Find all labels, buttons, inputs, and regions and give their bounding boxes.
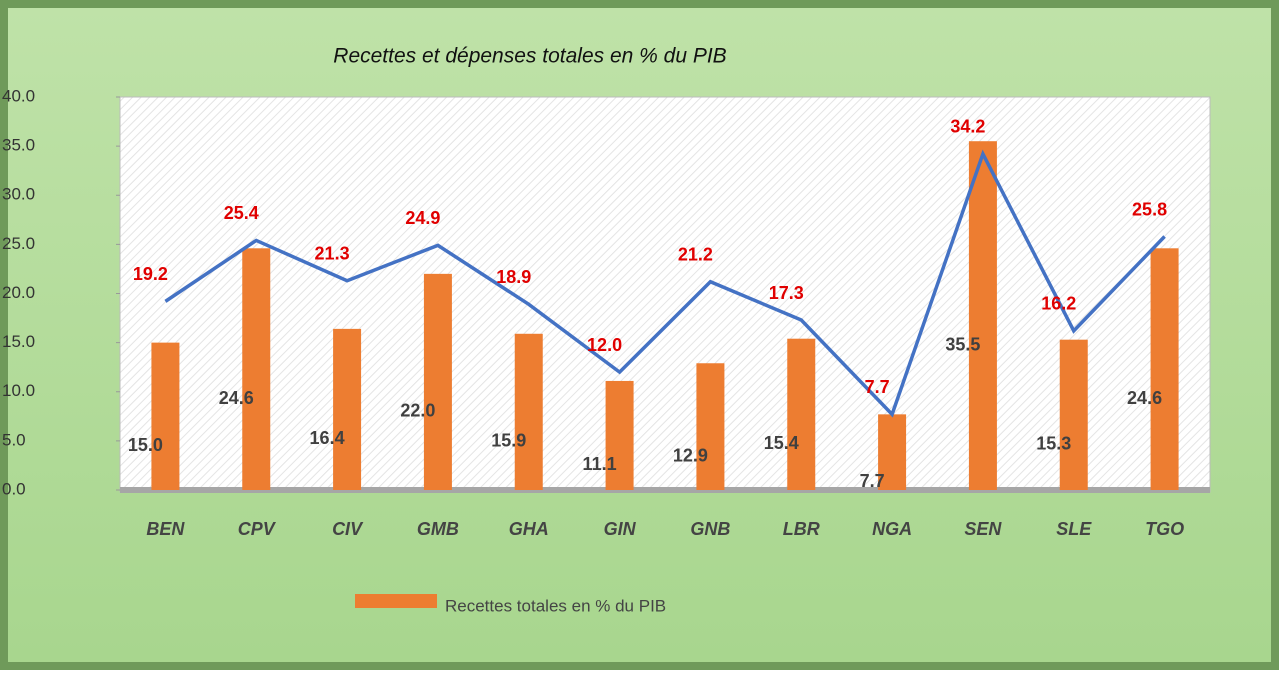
plot-area: [119, 96, 1211, 493]
bar: [968, 141, 997, 490]
legend-label: Recettes totales en % du PIB: [445, 596, 666, 615]
bar-value-label: 35.5: [945, 334, 980, 354]
floor: [120, 487, 1210, 493]
bar-value-label: 15.0: [128, 435, 163, 455]
y-tick-label: 40.0: [2, 86, 35, 105]
line-value-label: 16.2: [1041, 294, 1076, 314]
y-tick-label: 10.0: [2, 381, 35, 400]
line-value-label: 7.7: [865, 377, 890, 397]
bar-value-label: 12.9: [673, 445, 708, 465]
x-tick-label: NGA: [872, 519, 912, 539]
bar: [1150, 248, 1179, 490]
bar: [333, 328, 362, 490]
bar: [151, 342, 180, 490]
line-value-label: 21.2: [678, 244, 713, 264]
bar-value-label: 15.3: [1036, 434, 1071, 454]
bar-value-label: 22.0: [400, 401, 435, 421]
line-value-label: 21.3: [315, 243, 350, 263]
x-tick-label: GHA: [509, 519, 549, 539]
bar-value-label: 24.6: [219, 388, 254, 408]
y-tick-label: 5.0: [2, 430, 26, 449]
chart-title: Recettes et dépenses totales en % du PIB: [333, 45, 726, 68]
x-tick-label: CIV: [332, 519, 364, 539]
line-value-label: 12.0: [587, 335, 622, 355]
line: [164, 149, 1166, 418]
bar-value-label: 15.4: [764, 433, 799, 453]
bar-value-label: 15.9: [491, 431, 526, 451]
x-tick-label: GIN: [604, 519, 637, 539]
x-tick-label: LBR: [783, 519, 820, 539]
x-tick-label: CPV: [238, 519, 277, 539]
y-tick-label: 30.0: [2, 185, 35, 204]
bar: [787, 338, 816, 490]
y-tick-label: 20.0: [2, 283, 35, 302]
legend-swatch: [355, 594, 437, 608]
bar-value-label: 24.6: [1127, 388, 1162, 408]
line-value-label: 19.2: [133, 264, 168, 284]
x-tick-label: GNB: [690, 519, 730, 539]
x-tick-label: SLE: [1056, 519, 1092, 539]
y-tick-label: 25.0: [2, 234, 35, 253]
line-value-label: 34.2: [950, 117, 985, 137]
bar-value-label: 7.7: [860, 471, 885, 491]
y-tick-label: 15.0: [2, 332, 35, 351]
line-value-label: 25.8: [1132, 199, 1167, 219]
line-value-label: 25.4: [224, 203, 259, 223]
bar: [242, 248, 271, 490]
bar-value-label: 11.1: [583, 454, 617, 474]
y-tick-label: 0.0: [2, 479, 26, 498]
x-tick-label: TGO: [1145, 519, 1184, 539]
x-tick-label: GMB: [417, 519, 459, 539]
line-value-label: 17.3: [769, 283, 804, 303]
y-tick-label: 35.0: [2, 136, 35, 155]
x-tick-label: BEN: [146, 519, 185, 539]
line-value-label: 24.9: [405, 208, 440, 228]
line-value-label: 18.9: [496, 267, 531, 287]
x-tick-label: SEN: [964, 519, 1002, 539]
bar: [878, 414, 907, 490]
bar: [514, 333, 543, 490]
bar: [605, 380, 634, 490]
bar-value-label: 16.4: [310, 428, 345, 448]
legend: Recettes totales en % du PIB: [355, 594, 666, 615]
bar: [423, 273, 452, 490]
bar: [696, 363, 725, 490]
bar: [1059, 339, 1088, 490]
